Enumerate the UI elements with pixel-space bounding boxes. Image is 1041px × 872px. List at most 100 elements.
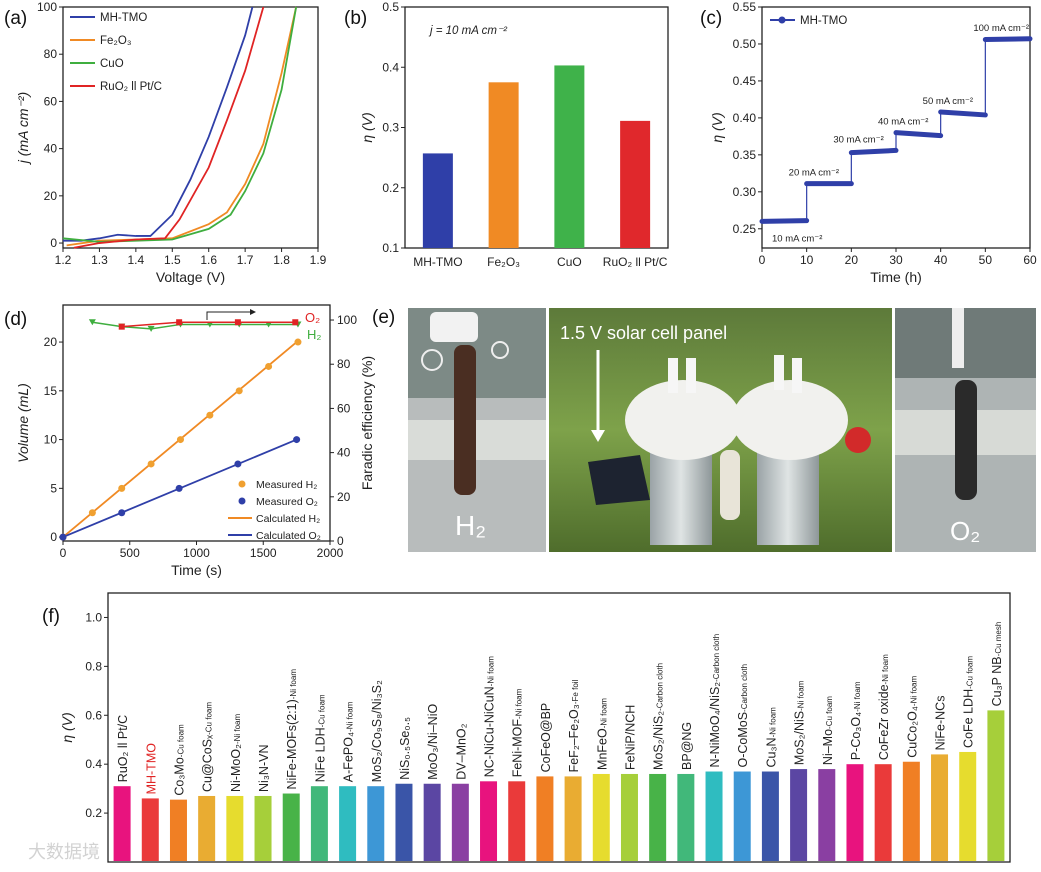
bar-label-name: BP@NG (680, 722, 694, 770)
bar-label-name: P-Co₃O₄ (849, 712, 863, 760)
x-tick-label: 1.7 (237, 253, 254, 267)
bar (451, 783, 469, 861)
bar-label-substrate: -Carbon cloth (712, 634, 721, 682)
category-label: MH-TMO (413, 255, 462, 269)
arrowhead-icon (250, 309, 256, 315)
y-tick-label: 40 (44, 142, 58, 156)
y-tick-label: 0.2 (382, 181, 399, 195)
x-tick-label: 0 (759, 253, 766, 267)
bar-label: CoFeO@BP (539, 703, 553, 773)
series-line (63, 6, 254, 242)
bar-label-name: FeF₂–Fe₂O₃ (567, 704, 581, 772)
bar-label-substrate: -Cu foam (317, 694, 326, 727)
bar-label-substrate: -Cu foam (966, 656, 975, 689)
bar (959, 751, 977, 861)
bar-label: Ni-MoO₂-Ni foam (229, 713, 243, 791)
bar-label: Ni₃N-VN (257, 745, 271, 792)
y-axis-label: η (V) (709, 112, 725, 142)
category-label: RuO₂ ll Pt/C (603, 255, 668, 269)
step-label: 10 mA cm⁻² (772, 233, 822, 244)
y2-tick-label: 40 (337, 446, 351, 460)
bar (395, 783, 413, 861)
x-tick-label: 50 (979, 253, 993, 267)
bar-label-substrate: -Ni foam (487, 656, 496, 687)
bar-label-name: Cu₃N (764, 737, 778, 767)
y-tick-label: 0 (50, 530, 57, 544)
bar-label-name: NC-NiCu-NiCuN (483, 686, 497, 777)
photo-o2-electrode: O₂ (895, 308, 1036, 552)
bar-label-name: O-CoMoS (736, 712, 750, 768)
legend-label: Calculated O₂ (256, 530, 321, 542)
bar-label: MoS₂/NiS-Ni foam (793, 680, 807, 765)
bar-label-substrate: -Ni foam (909, 676, 918, 707)
y-tick-label: 1.0 (85, 610, 102, 624)
fe-h2-marker (147, 325, 155, 332)
bar-label-name: NiFe-MOFs(2:1) (285, 699, 299, 789)
bar-label: A-FePO₄-Ni foam (342, 701, 356, 782)
bar-label-name: RuO₂ ll Pt/C (116, 715, 130, 782)
bar (339, 786, 357, 861)
measured-o2-point (175, 484, 183, 492)
data-segment (982, 36, 1033, 43)
measured-o2-point (59, 533, 67, 541)
category-label: Fe₂O₃ (487, 255, 520, 269)
panel-c-stability-chart: 0 10 20 30 40 50 60 0.25 0.30 0.35 0.40 0.45 0.50 0.5… (700, 0, 1037, 285)
bar-label-name: MoS₂/NiS (793, 711, 807, 765)
y-tick-label: 0 (50, 236, 57, 250)
y-tick-label: 0.35 (733, 148, 757, 162)
bar (488, 82, 519, 248)
x-tick-label: 10 (800, 253, 814, 267)
bar-label: MoS₂/Co₉S₈/Ni₃S₂ (370, 680, 384, 782)
bar-label: FeNiP/NCH (623, 705, 637, 770)
fe-o2-marker (292, 319, 299, 326)
bar (508, 781, 526, 861)
step-label: 50 mA cm⁻² (923, 96, 973, 107)
fe-o2-line (121, 321, 296, 328)
bar-label-name: MoO₃/Ni–NiO (426, 704, 440, 780)
bar-label: BP@NG (680, 722, 694, 770)
bar-label: NiFe LDH-Cu foam (313, 694, 327, 782)
bar-label-name: CoFe LDH (962, 689, 976, 748)
step-label: 20 mA cm⁻² (789, 168, 839, 179)
fe-h2-marker (88, 319, 96, 326)
fe-o2-label: O₂ (305, 310, 320, 325)
right-axis-arrow-icon (206, 311, 250, 320)
measured-h2-point (118, 484, 126, 492)
bar-label: MoS₂/NiS₂-Carbon cloth (652, 663, 666, 770)
x-tick-label: 2000 (317, 546, 344, 560)
bar-label: MnFeO-Ni foam (595, 698, 609, 770)
panel-label: (b) (344, 8, 367, 29)
y-axis-label: η (V) (59, 712, 75, 742)
legend-marker (238, 480, 246, 488)
y-tick-label: 20 (44, 189, 58, 203)
bar-label-name: CoFeO@BP (539, 703, 553, 773)
bar-label-name: Cu₃P NB (990, 656, 1004, 706)
bar-label-substrate: -Ni foam (289, 669, 298, 700)
measured-o2-point (293, 436, 301, 444)
x-axis-label: Time (h) (870, 269, 922, 285)
bar-label: P-Co₃O₄-Ni foam (849, 681, 863, 760)
bar-label-substrate: -Ni foam (881, 654, 890, 685)
bar-label-substrate: -Cu foam (825, 696, 834, 729)
y-tick-label: 0.4 (85, 757, 102, 771)
y-tick-label: 0.1 (382, 241, 399, 255)
plot-frame (107, 592, 1011, 863)
bar-label-name: FeNiP/NCH (623, 705, 637, 770)
y-tick-label: 0.25 (733, 222, 757, 236)
bar-label-name: Ni₃N-VN (257, 745, 271, 792)
x-axis-label: Time (s) (171, 562, 222, 578)
y-tick-label: 0.30 (733, 185, 757, 199)
measured-h2-point (206, 411, 214, 419)
panel-e-photos: (e) H₂ 1.5 V sol (372, 307, 1036, 552)
bar (818, 769, 836, 861)
y-axis-label: j (mA cm⁻²) (15, 92, 31, 165)
bar-label: CoFe LDH-Cu foam (962, 656, 976, 748)
step-label: 100 mA cm⁻² (973, 23, 1029, 34)
bar-label-substrate: -Ni foam (768, 707, 777, 738)
data-segment (759, 218, 810, 224)
bar (902, 761, 920, 861)
measured-h2-point (88, 509, 96, 517)
bar (282, 793, 300, 861)
